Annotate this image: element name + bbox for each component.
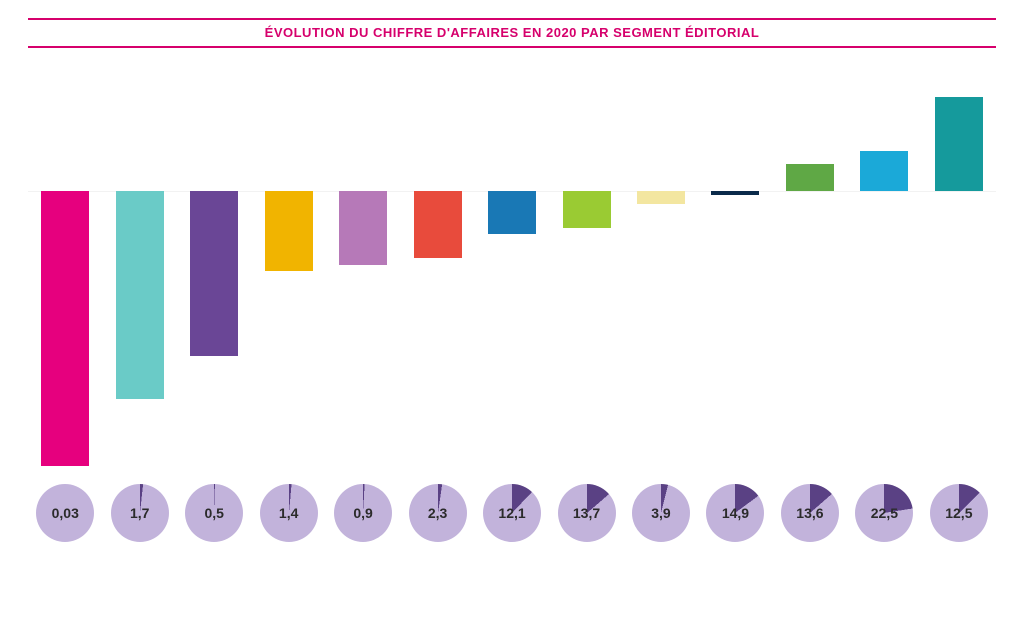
bar-plot-area [28, 56, 996, 466]
pies-row: 0,03 1,7 0,5 1,4 0,9 2,3 12,1 13,7 3,9 14,9 13,6 22… [28, 484, 996, 542]
bar [563, 191, 611, 228]
market-share-label: 0,5 [204, 505, 223, 521]
bar-cell [475, 56, 549, 466]
bar-cell [847, 56, 921, 466]
chart-title: ÉVOLUTION DU CHIFFRE D'AFFAIRES EN 2020 … [265, 25, 760, 40]
market-share-pie: 0,9 [334, 484, 392, 542]
market-share-pie: 0,5 [185, 484, 243, 542]
bar [860, 151, 908, 192]
bars-row [28, 56, 996, 466]
bar [935, 97, 983, 192]
pie-cell: 1,7 [102, 484, 176, 542]
bar [339, 191, 387, 264]
bar [414, 191, 462, 258]
market-share-pie: 2,3 [409, 484, 467, 542]
bar [190, 191, 238, 356]
market-share-label: 0,9 [353, 505, 372, 521]
pie-cell: 12,1 [475, 484, 549, 542]
market-share-label: 13,7 [573, 505, 600, 521]
market-share-label: 12,1 [498, 505, 525, 521]
pie-cell: 13,7 [549, 484, 623, 542]
chart-container: ÉVOLUTION DU CHIFFRE D'AFFAIRES EN 2020 … [0, 0, 1024, 552]
bar-cell [102, 56, 176, 466]
bar-cell [922, 56, 996, 466]
bar-cell [773, 56, 847, 466]
market-share-pie: 1,4 [260, 484, 318, 542]
bar [41, 191, 89, 466]
market-share-label: 3,9 [651, 505, 670, 521]
market-share-pie: 13,7 [558, 484, 616, 542]
pie-cell: 0,5 [177, 484, 251, 542]
market-share-pie: 12,5 [930, 484, 988, 542]
bar-cell [251, 56, 325, 466]
market-share-pie: 12,1 [483, 484, 541, 542]
bar [786, 164, 834, 191]
market-share-pie: 1,7 [111, 484, 169, 542]
bar [488, 191, 536, 234]
bar-cell [549, 56, 623, 466]
bar [116, 191, 164, 399]
market-share-label: 2,3 [428, 505, 447, 521]
bar-cell [400, 56, 474, 466]
pie-cell: 0,03 [28, 484, 102, 542]
market-share-label: 14,9 [722, 505, 749, 521]
market-share-pie: 14,9 [706, 484, 764, 542]
market-share-pie: 3,9 [632, 484, 690, 542]
bar-cell [698, 56, 772, 466]
bar-cell [326, 56, 400, 466]
market-share-label: 1,4 [279, 505, 298, 521]
bar [265, 191, 313, 270]
pie-cell: 22,5 [847, 484, 921, 542]
pie-cell: 2,3 [400, 484, 474, 542]
market-share-label: 12,5 [945, 505, 972, 521]
market-share-label: 13,6 [796, 505, 823, 521]
market-share-label: 1,7 [130, 505, 149, 521]
market-share-pie: 0,03 [36, 484, 94, 542]
market-share-label: 22,5 [871, 505, 898, 521]
pie-cell: 1,4 [251, 484, 325, 542]
pie-cell: 3,9 [624, 484, 698, 542]
bar-cell [624, 56, 698, 466]
market-share-label: 0,03 [52, 505, 79, 521]
pie-cell: 13,6 [773, 484, 847, 542]
bar-cell [177, 56, 251, 466]
chart-title-box: ÉVOLUTION DU CHIFFRE D'AFFAIRES EN 2020 … [28, 18, 996, 48]
pie-cell: 14,9 [698, 484, 772, 542]
bar-cell [28, 56, 102, 466]
market-share-pie: 22,5 [855, 484, 913, 542]
pie-cell: 0,9 [326, 484, 400, 542]
bar [637, 191, 685, 203]
bar [711, 191, 759, 195]
pie-cell: 12,5 [922, 484, 996, 542]
market-share-pie: 13,6 [781, 484, 839, 542]
